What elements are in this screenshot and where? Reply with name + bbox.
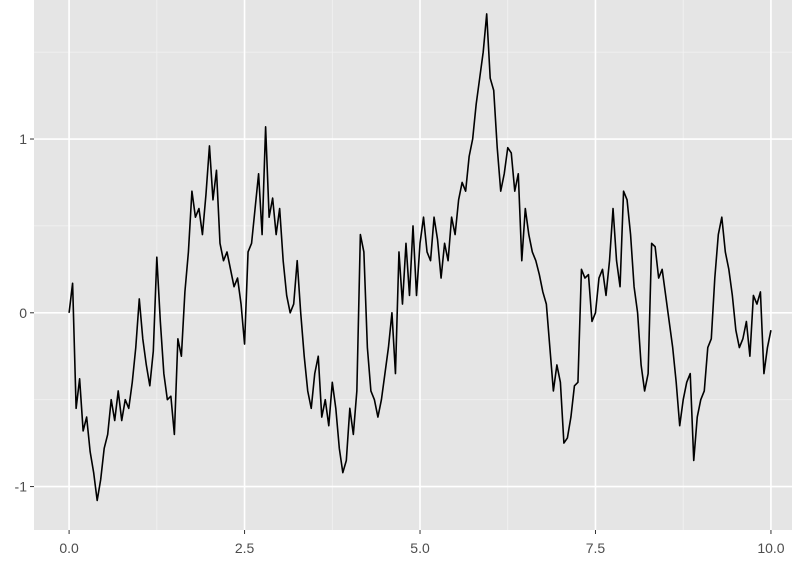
plot-panel [34, 0, 792, 530]
y-tick-label-0: -1 [15, 479, 28, 495]
x-tick-label-4: 10.0 [757, 540, 784, 556]
y-tick-label-1: 0 [19, 305, 27, 321]
x-tick-label-2: 5.0 [410, 540, 430, 556]
x-axis: 0.0 2.5 5.0 7.5 10.0 [59, 530, 785, 556]
y-axis: -1 0 1 [15, 131, 34, 495]
y-tick-label-2: 1 [19, 131, 27, 147]
x-tick-label-3: 7.5 [586, 540, 606, 556]
series-line [68, 13, 772, 502]
x-tick-label-1: 2.5 [235, 540, 255, 556]
x-tick-label-0: 0.0 [59, 540, 79, 556]
